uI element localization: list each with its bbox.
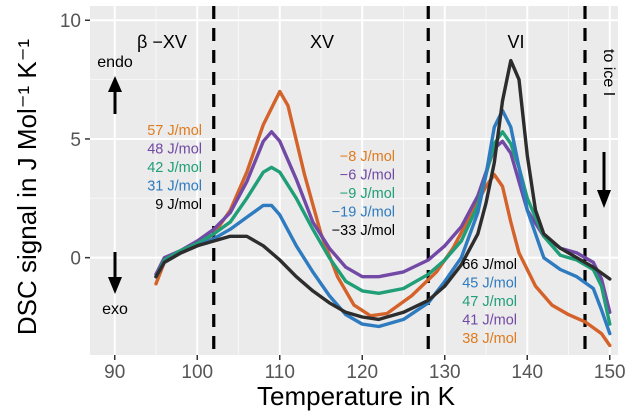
x-tick-label: 140: [511, 362, 543, 383]
to-ice-label: to ice I: [600, 49, 617, 96]
series-line-3: [154, 130, 612, 326]
annotation-middle: −9 J/mol: [340, 186, 395, 202]
series-lines: [154, 58, 612, 348]
series-line-4: [154, 108, 612, 336]
annotation-middle: −33 J/mol: [332, 223, 395, 239]
annotation-right: 38 J/mol: [462, 331, 517, 347]
annotation-left: 31 J/mol: [147, 179, 202, 195]
axis-ticks: 90 100 110 120 130 140 150 0 5 10: [60, 11, 625, 383]
series-line-5: [154, 58, 612, 322]
annotation-right: 45 J/mol: [462, 276, 517, 292]
annotation-middle: −8 J/mol: [340, 149, 395, 165]
endo-arrow: [108, 76, 122, 114]
endo-label: endo: [97, 54, 133, 71]
x-axis-title: Temperature in K: [257, 381, 456, 411]
x-tick-label: 90: [104, 362, 125, 383]
region-label-vi: VI: [507, 32, 524, 52]
annotation-right: 66 J/mol: [462, 257, 517, 273]
x-tick-label: 150: [594, 362, 625, 383]
region-label-xv: XV: [310, 32, 334, 52]
y-tick-label: 0: [70, 249, 81, 270]
x-tick-label: 100: [181, 362, 213, 383]
annotation-right: 41 J/mol: [462, 313, 517, 329]
x-tick-label: 120: [346, 362, 378, 383]
major-grid: [90, 6, 618, 355]
minor-grid: [90, 6, 618, 355]
annotation-middle: −6 J/mol: [340, 168, 395, 184]
x-tick-label: 130: [429, 362, 461, 383]
x-tick-label: 110: [265, 362, 295, 383]
region-label-beta-xv: β −XV: [137, 32, 187, 52]
y-axis-title: DSC signal in J Mol⁻¹ K⁻¹: [12, 39, 42, 336]
exo-label: exo: [102, 301, 128, 318]
exo-arrow: [108, 252, 122, 294]
phase-boundary-lines: [212, 6, 587, 355]
to-ice-arrow: [597, 152, 611, 208]
annotation-middle: −19 J/mol: [332, 205, 395, 221]
annotation-left: 57 J/mol: [147, 123, 202, 139]
annotation-right: 47 J/mol: [462, 294, 517, 310]
annotation-left: 9 J/mol: [155, 197, 202, 213]
y-tick-label: 10: [60, 11, 81, 32]
annotation-left: 48 J/mol: [147, 142, 202, 158]
enthalpy-annotations: 57 J/mol 48 J/mol 42 J/mol 31 J/mol 9 J/mol −…: [147, 123, 517, 347]
y-tick-label: 5: [70, 130, 81, 151]
annotation-left: 42 J/mol: [147, 160, 202, 176]
